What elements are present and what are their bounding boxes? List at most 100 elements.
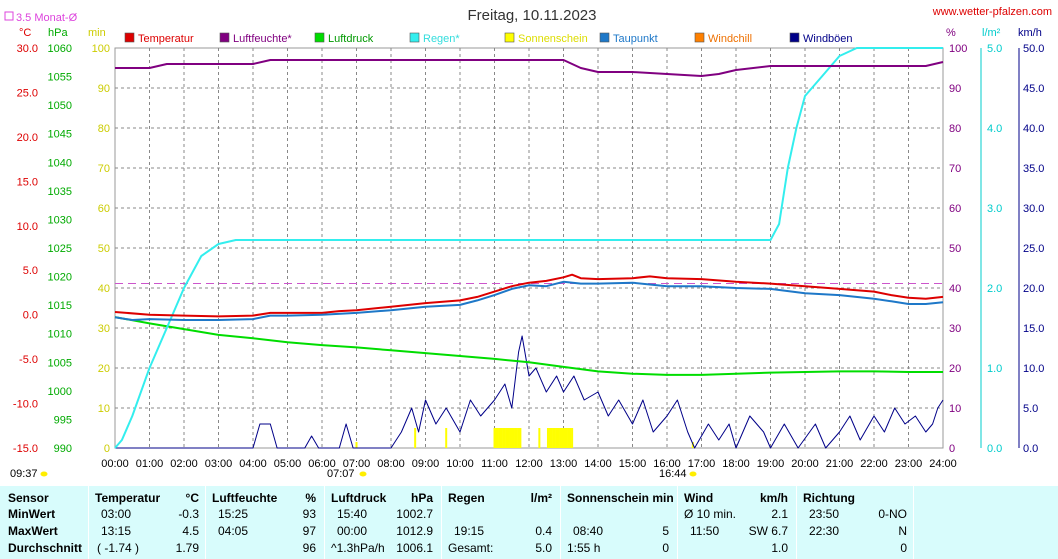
sunshine-bar [500,428,503,448]
humidity-tick-label: 70 [949,163,961,175]
humidity-tick-label: 0 [949,443,955,455]
stats-panel: Sensor MinWert MaxWert Durchschnitt Temp… [0,486,1058,559]
sunshine-bar [505,428,508,448]
sunshine-bar [555,428,558,448]
humidity-tick-label: 80 [949,123,961,135]
sunshine-bar [569,428,572,448]
stats-hum-avg-val: 96 [302,541,316,555]
x-tick-label: 17:00 [688,458,716,470]
stats-sensor-label: Sensor [8,491,49,505]
sunshine-bar [546,428,549,448]
stats-sun-avg-val: 0 [662,541,669,555]
temp-tick-label: 0.0 [23,310,38,322]
humidity-line [115,59,944,77]
wind-tick-label: 5.0 [1023,403,1038,415]
humidity-tick-label: 40 [949,283,961,295]
stats-hum-min-time: 15:25 [218,507,249,521]
minutes-tick-label: 90 [98,83,110,95]
temp-tick-label: 20.0 [17,132,38,144]
sunshine-bar [514,428,517,448]
legend-swatch [694,32,705,43]
stats-press-avg-val: 1006.1 [396,541,433,555]
temp-tick-label: -5.0 [19,354,38,366]
x-tick-label: 03:00 [205,458,233,470]
legend-item: Windböen [803,33,853,45]
wind-tick-label: 35.0 [1023,163,1044,175]
minutes-tick-label: 40 [98,283,110,295]
sunshine-bar [567,428,570,448]
x-tick-label: 10:00 [446,458,474,470]
legend-swatch [124,32,135,43]
sunset-time: 16:44 [659,468,687,480]
legend-swatch [599,32,610,43]
pressure-tick-label: 1055 [48,72,72,84]
stats-dir-label: Richtung [803,491,855,505]
weather-chart: 00:00 01:00 02:00 03:00 04:00 05:00 06:00 07:00… [4,6,1052,480]
x-tick-label: 20:00 [791,458,819,470]
dewpoint-line [114,280,944,321]
pressure-tick-label: 1025 [48,243,72,255]
temp-axis-unit: °C [19,27,31,39]
temp-tick-label: -15.0 [13,443,38,455]
stats-wind-max-time: 11:50 [690,524,720,538]
stats-wind-max-val: SW 6.7 [748,524,788,538]
legend-swatch [409,32,420,43]
stats-sun-label: Sonnenschein min [567,491,674,505]
humidity-tick-label: 10 [949,403,961,415]
temp-tick-label: 15.0 [17,176,38,188]
stats-temp-max-time: 13:15 [101,524,132,538]
x-tick-label: 06:00 [308,458,336,470]
x-tick-label: 18:00 [722,458,750,470]
sunshine-bar [517,428,520,448]
stats-dir-avg-val: 0 [900,541,907,555]
stats-hum-col: Luftfeuchte% 15:25 93 04:05 97 96 [212,486,318,559]
sunshine-bar [355,442,358,448]
stats-wind-label: Wind [684,491,714,505]
stats-rain-label: Regen [448,491,485,505]
stats-hum-unit: % [305,491,316,505]
x-tick-label: 23:00 [895,458,923,470]
x-tick-label: 00:00 [101,458,129,470]
stats-hum-min-val: 93 [302,507,316,521]
start-time: 09:37 [10,468,38,480]
temp-tick-label: 30.0 [17,43,38,55]
sunshine-bar [571,428,574,448]
sunrise-icon [359,471,367,477]
stats-temp-col: Temperatur °C 03:00 -0.3 13:15 4.5 ( -1.74 … [95,486,201,559]
pressure-line [114,316,943,376]
stats-hum-label: Luftfeuchte [212,491,278,505]
temp-tick-label: 25.0 [17,87,38,99]
pressure-tick-label: 995 [54,414,72,426]
site-link[interactable]: www.wetter-pfalzen.com [932,6,1052,18]
rain-tick-label: 2.0 [987,283,1002,295]
pressure-axis-unit: hPa [48,27,68,39]
x-tick-label: 24:00 [929,458,957,470]
stats-labels-col: Sensor MinWert MaxWert Durchschnitt [8,486,86,559]
wind-tick-label: 15.0 [1023,323,1044,335]
sunshine-bar [503,428,506,448]
sunshine-bar [515,428,518,448]
minutes-tick-label: 70 [98,163,110,175]
wind-tick-label: 25.0 [1023,243,1044,255]
stats-max-label: MaxWert [8,524,58,538]
minutes-tick-label: 0 [104,443,110,455]
pressure-tick-label: 990 [54,443,72,455]
sunshine-bar [519,428,522,448]
sunrise-time: 07:07 [327,468,355,480]
stats-dir-max-time: 22:30 [809,524,840,538]
stats-dir-max-val: N [898,524,907,538]
rain-tick-label: 1.0 [987,363,1002,375]
stats-rain-col: Regen l/m² 19:15 0.4 Gesamt: 5.0 [448,486,554,559]
chart-legend: Temperatur Luftfeuchte* Luftdruck Regen* Son… [124,32,853,45]
stats-rain-total-label: Gesamt: [448,541,494,555]
x-tick-label: 05:00 [274,458,302,470]
stats-press-unit: hPa [410,491,433,505]
minutes-tick-label: 100 [92,43,110,55]
wind-tick-label: 0.0 [1023,443,1038,455]
rain-tick-label: 5.0 [987,43,1002,55]
legend-swatch [314,32,325,43]
sunshine-bar [548,428,551,448]
rain-axis-unit: l/m² [982,27,1001,39]
stats-wind-avg-val: 1.0 [771,541,788,555]
sunshine-bar [445,428,448,448]
